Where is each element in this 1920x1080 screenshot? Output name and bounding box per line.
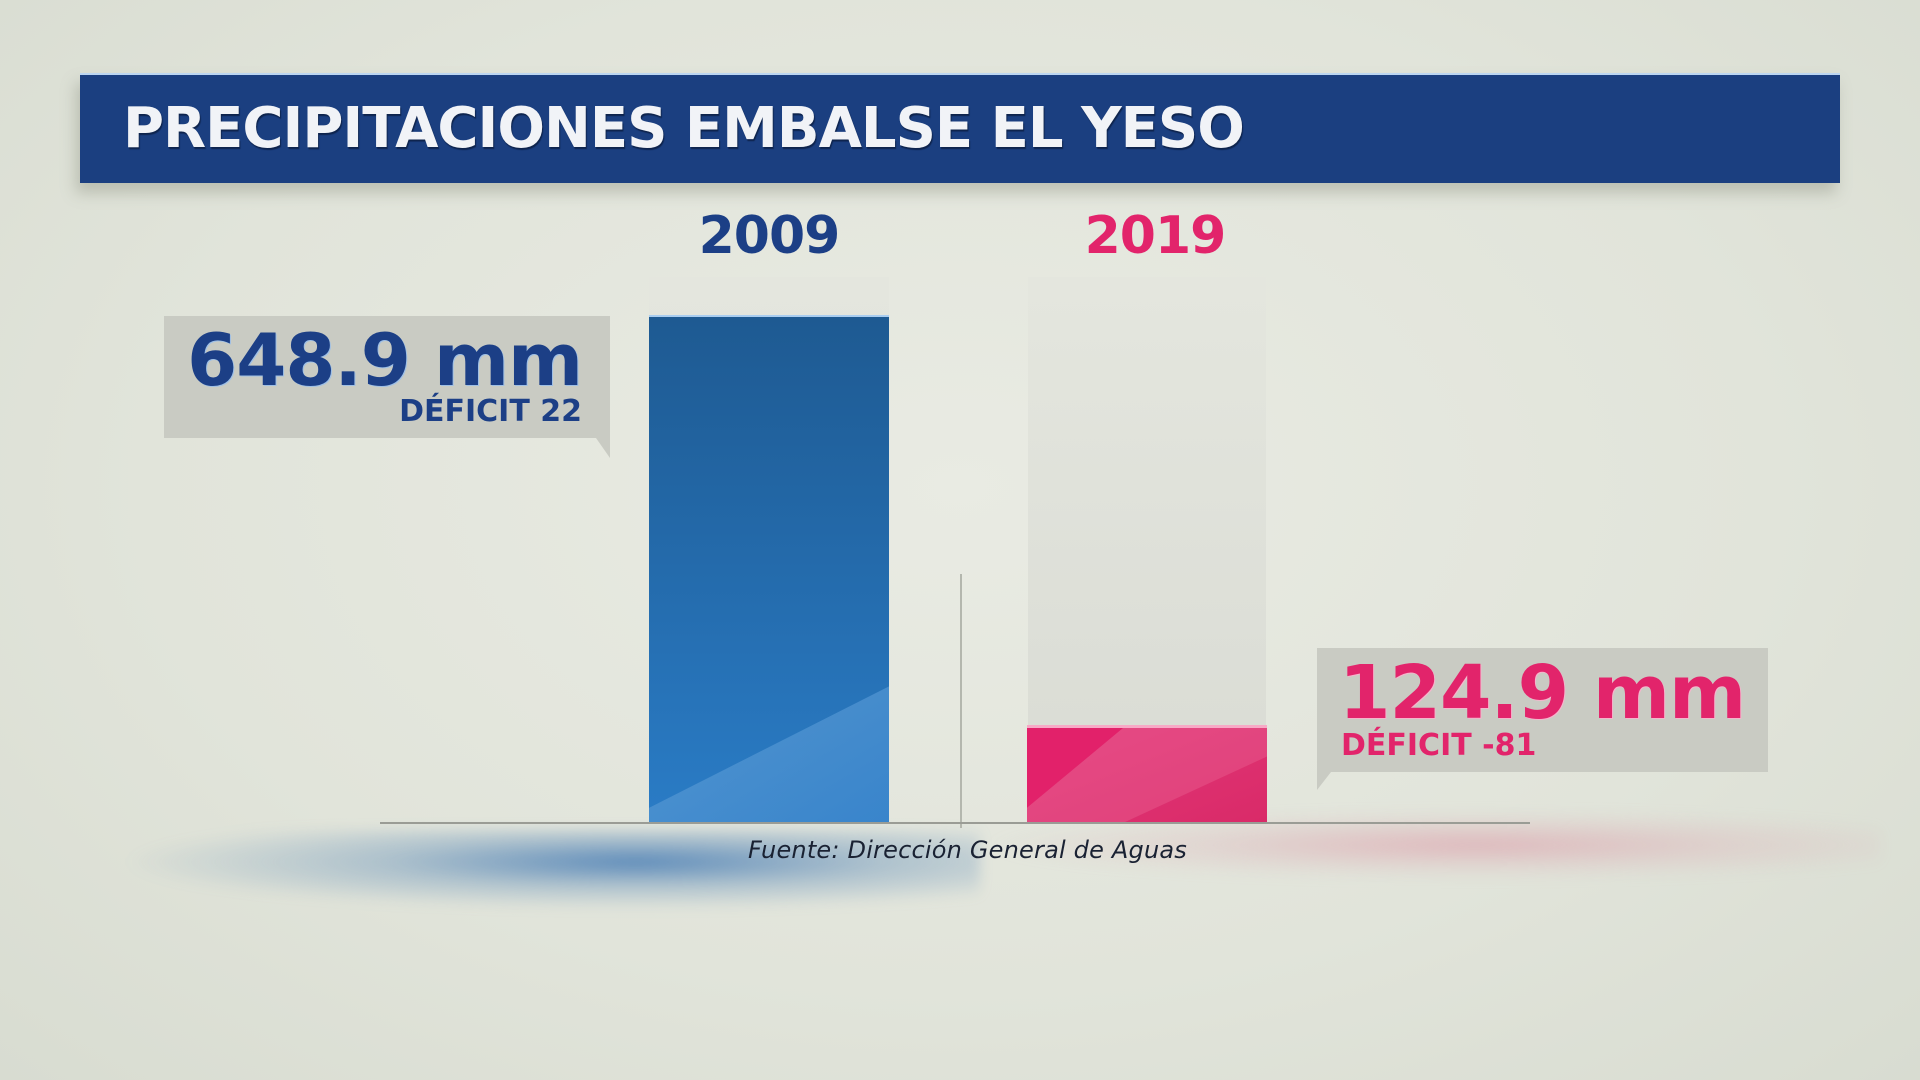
deficit-label-2019: DÉFICIT -81 [1341, 728, 1537, 763]
title-banner: PRECIPITACIONES EMBALSE EL YESO [80, 73, 1840, 183]
value-label-2009: 648.9 mm [187, 318, 583, 402]
category-label-2009: 2009 [698, 206, 841, 266]
value-callout-2009: 648.9 mm DÉFICIT 22 [164, 316, 610, 458]
bar-2009 [649, 315, 889, 823]
center-divider [960, 574, 962, 828]
category-label-2019: 2019 [1084, 206, 1227, 266]
chart-title: PRECIPITACIONES EMBALSE EL YESO [123, 96, 1245, 161]
blue-bar-reflection [120, 830, 980, 910]
value-label-2019: 124.9 mm [1339, 650, 1746, 736]
callout-pointer [1317, 772, 1331, 790]
deficit-label-2009: DÉFICIT 22 [399, 394, 582, 429]
bar-2019 [1027, 725, 1267, 823]
source-note: Fuente: Dirección General de Aguas [748, 836, 1187, 864]
x-axis-baseline [380, 822, 1530, 824]
callout-pointer [596, 438, 610, 458]
value-callout-2019: 124.9 mm DÉFICIT -81 [1317, 648, 1768, 790]
